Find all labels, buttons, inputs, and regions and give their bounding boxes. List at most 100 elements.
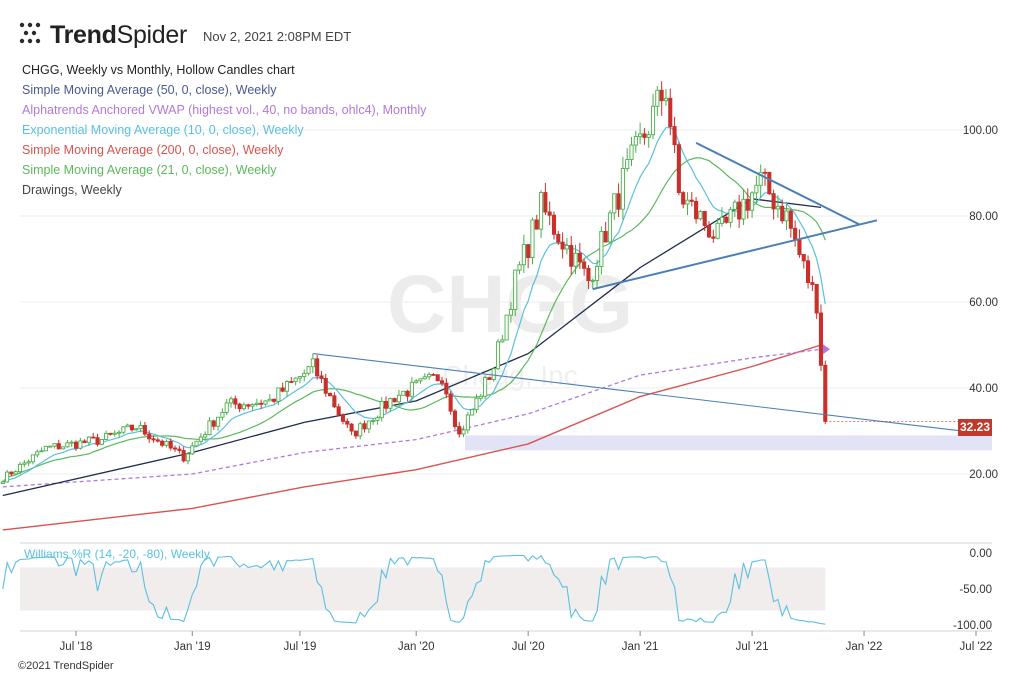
candle	[254, 398, 259, 407]
candle-body	[780, 205, 785, 222]
candle	[439, 376, 445, 387]
candle	[737, 194, 742, 229]
candle	[362, 420, 367, 433]
candle	[39, 447, 44, 453]
candle-body	[263, 400, 268, 405]
candle	[246, 403, 251, 410]
candle-body	[784, 210, 789, 222]
candle	[349, 423, 354, 436]
candle-body	[595, 265, 600, 281]
candle-body	[530, 219, 535, 259]
candle-body	[78, 440, 83, 449]
candle-body	[172, 447, 178, 450]
candle	[612, 193, 617, 220]
candle	[487, 376, 492, 380]
candle-body	[452, 410, 457, 427]
candle	[599, 226, 604, 275]
candle	[457, 422, 462, 438]
x-tick-label: Jul '18	[60, 641, 93, 653]
candle-body	[289, 381, 294, 383]
legend-item[interactable]: Simple Moving Average (21, 0, close), We…	[22, 163, 277, 177]
legend-item[interactable]: Simple Moving Average (200, 0, close), W…	[22, 143, 284, 157]
candle	[26, 459, 31, 467]
candle-body	[818, 312, 824, 366]
candle-body	[513, 269, 518, 310]
candle	[65, 439, 70, 448]
wr-tick-label: -50.00	[959, 584, 992, 596]
candle	[719, 207, 724, 227]
candle-body	[328, 392, 333, 397]
trendline	[695, 142, 861, 226]
candle	[267, 394, 272, 402]
candle-body	[129, 424, 135, 431]
candle	[108, 432, 113, 436]
legend-item[interactable]: Simple Moving Average (50, 0, close), We…	[22, 83, 277, 97]
candle	[551, 211, 557, 240]
candle-body	[732, 201, 737, 210]
header: TrendSpider Nov 2, 2021 2:08PM EDT	[18, 20, 351, 50]
candle-body	[35, 451, 40, 456]
candle	[517, 261, 522, 275]
candle	[711, 229, 716, 243]
candle	[177, 445, 182, 454]
legend-item[interactable]: Drawings, Weekly	[22, 183, 122, 197]
legend-item[interactable]: Alphatrends Anchored VWAP (highest vol.,…	[22, 103, 427, 117]
x-tick-label: Jan '22	[846, 641, 883, 653]
candle	[134, 428, 139, 431]
candle-body	[272, 398, 277, 402]
candle-body	[73, 441, 79, 449]
candle	[409, 376, 414, 402]
candle-body	[401, 390, 406, 396]
candle-body	[478, 395, 483, 399]
candle	[732, 199, 737, 217]
candle-body	[117, 431, 122, 434]
candle	[190, 441, 195, 456]
candle-body	[190, 445, 195, 455]
candle-body	[599, 231, 604, 267]
candle-body	[267, 398, 272, 402]
candle	[530, 217, 535, 265]
candle	[754, 175, 759, 205]
candle	[86, 436, 91, 446]
candle	[198, 433, 203, 445]
candle	[194, 440, 199, 448]
candle	[293, 377, 298, 386]
candle	[534, 214, 539, 230]
candle-body	[676, 144, 681, 194]
candle	[689, 192, 694, 207]
candle	[633, 130, 638, 153]
candle	[448, 391, 453, 415]
candle-body	[500, 339, 505, 343]
candle-body	[612, 193, 617, 214]
candle	[590, 278, 595, 289]
legend-item[interactable]: Exponential Moving Average (10, 0, close…	[22, 123, 304, 137]
candle-body	[633, 136, 638, 146]
grid	[20, 129, 992, 636]
candle-body	[164, 440, 169, 446]
candle-body	[302, 372, 307, 378]
candle-body	[392, 398, 397, 403]
candle-body	[108, 432, 113, 435]
candle-body	[767, 171, 772, 195]
candle	[35, 449, 40, 458]
candle	[741, 189, 746, 225]
candle-body	[168, 440, 173, 449]
candle-body	[345, 420, 350, 425]
candle-body	[379, 400, 384, 419]
candle-body	[750, 192, 755, 211]
candle	[0, 480, 5, 485]
y-tick-label: 40.00	[969, 383, 998, 395]
candle-body	[435, 374, 440, 382]
candle-body	[439, 380, 445, 384]
candle	[276, 387, 281, 406]
x-tick-label: Jul '19	[283, 641, 316, 653]
candle	[207, 417, 212, 436]
candle	[577, 242, 582, 270]
candle-body	[91, 436, 96, 439]
candle-body	[405, 390, 410, 397]
candle-body	[741, 198, 746, 220]
x-tick-label: Jul '22	[960, 641, 993, 653]
candle	[814, 283, 819, 320]
brand-name: TrendSpider	[50, 20, 188, 49]
